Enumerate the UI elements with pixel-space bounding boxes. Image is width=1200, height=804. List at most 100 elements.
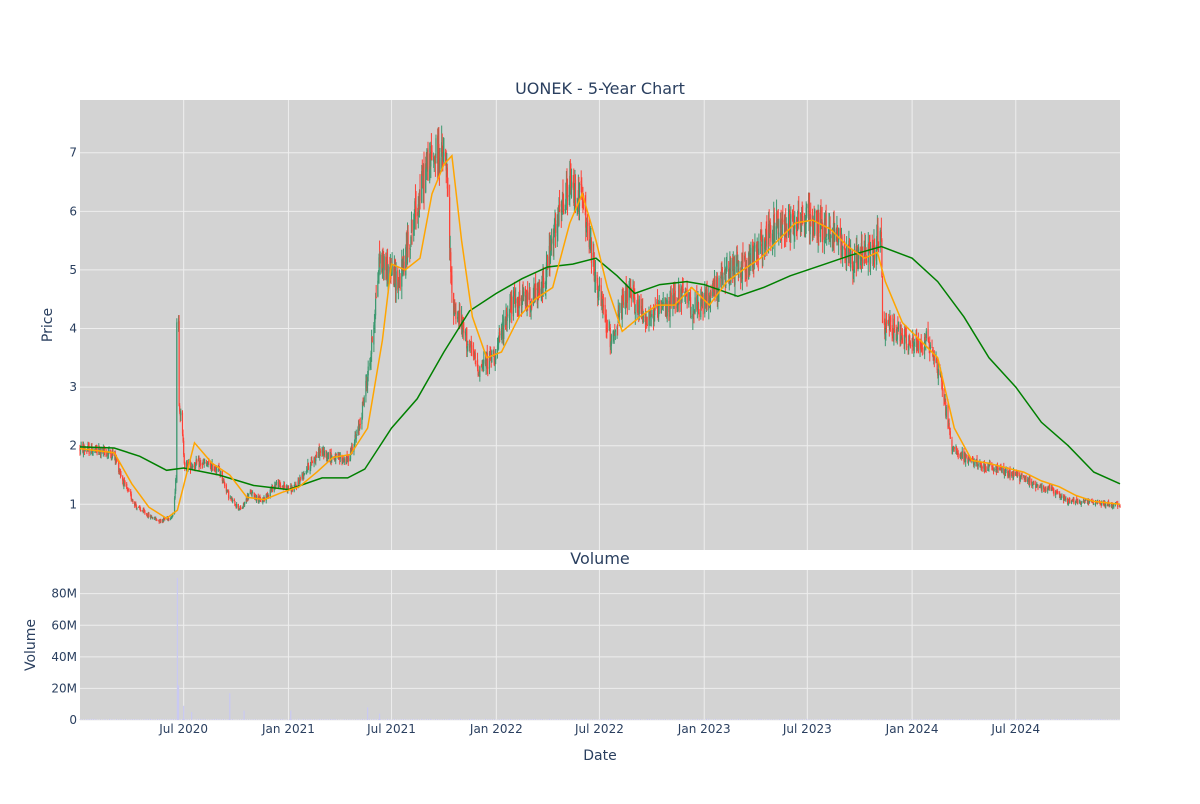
volume-bar	[576, 719, 577, 720]
candle-body	[898, 322, 899, 329]
volume-bar	[934, 719, 935, 720]
volume-bar	[150, 719, 151, 720]
volume-bar	[959, 719, 960, 720]
candle-body	[685, 288, 686, 289]
volume-bar	[130, 719, 131, 720]
volume-bar	[455, 719, 456, 720]
volume-bar	[89, 719, 90, 720]
candle-body	[447, 185, 448, 196]
candle-body	[439, 158, 440, 170]
candle-body	[356, 434, 357, 439]
price-tick-label: 4	[69, 322, 77, 336]
candle-body	[1073, 498, 1074, 503]
volume-bar	[973, 719, 974, 720]
volume-bar	[387, 719, 388, 720]
x-tick-label: Jan 2021	[261, 722, 315, 736]
candle-body	[1013, 472, 1014, 475]
volume-bar	[658, 719, 659, 720]
volume-bar	[1034, 719, 1035, 720]
volume-bar	[626, 719, 627, 720]
candle-body	[470, 345, 471, 346]
candle-body	[507, 318, 508, 321]
volume-bar	[592, 719, 593, 720]
candle-body	[164, 519, 165, 520]
volume-bar	[902, 719, 903, 720]
volume-bar	[1007, 719, 1008, 720]
candle-body	[483, 360, 484, 364]
candle-body	[902, 338, 903, 343]
volume-bar	[175, 719, 176, 720]
candle-body	[886, 321, 887, 326]
volume-bar	[508, 719, 509, 720]
volume-bar	[1043, 719, 1044, 720]
volume-bar	[654, 719, 655, 720]
candle-body	[499, 331, 500, 335]
volume-bar	[355, 719, 356, 720]
candle-body	[179, 321, 180, 406]
volume-bar	[294, 719, 295, 720]
candle-body	[1039, 487, 1040, 488]
volume-bar	[471, 719, 472, 720]
volume-bar	[1025, 719, 1026, 720]
volume-bar	[986, 719, 987, 720]
candle-body	[695, 297, 696, 312]
volume-bar	[695, 719, 696, 720]
volume-bar	[289, 719, 290, 720]
price-axis-label: Price	[40, 308, 56, 342]
volume-bar	[961, 719, 962, 720]
volume-bar	[125, 719, 126, 720]
candle-body	[385, 257, 386, 270]
volume-bar	[82, 719, 83, 720]
volume-bar	[1086, 719, 1087, 720]
candle-body	[862, 260, 863, 265]
volume-spike-bar	[177, 578, 178, 720]
volume-bar	[932, 719, 933, 720]
candle-body	[1005, 470, 1006, 471]
volume-bar	[998, 719, 999, 720]
volume-bar	[442, 719, 443, 720]
volume-bar	[995, 719, 996, 720]
candle-body	[619, 313, 620, 317]
volume-bar	[758, 719, 759, 720]
candle-body	[160, 520, 161, 522]
volume-spike-bar	[191, 712, 192, 720]
candle-body	[994, 468, 995, 471]
volume-bar	[1050, 719, 1051, 720]
volume-bar	[253, 719, 254, 720]
volume-bar	[788, 719, 789, 720]
volume-bar	[171, 719, 172, 720]
volume-bar	[1059, 719, 1060, 720]
candle-body	[523, 292, 524, 297]
candle-body	[244, 503, 245, 506]
volume-bar	[291, 719, 292, 720]
volume-bar	[521, 719, 522, 720]
candle-body	[410, 249, 411, 250]
volume-bar	[164, 719, 165, 720]
volume-bar	[330, 719, 331, 720]
volume-bar	[515, 719, 516, 720]
volume-bar	[380, 719, 381, 720]
volume-bar	[790, 719, 791, 720]
candle-body	[647, 325, 648, 326]
candle-body	[455, 311, 456, 319]
volume-bar	[1048, 719, 1049, 720]
volume-bar	[891, 719, 892, 720]
candle-body	[627, 287, 628, 303]
volume-bar	[105, 719, 106, 720]
candle-body	[1081, 504, 1082, 505]
volume-bar	[501, 719, 502, 720]
candle-body	[611, 335, 612, 345]
candle-body	[1021, 474, 1022, 476]
candle-body	[183, 441, 184, 455]
volume-bar	[945, 719, 946, 720]
volume-bar	[1064, 719, 1065, 720]
volume-bar	[952, 719, 953, 720]
volume-bar	[280, 719, 281, 720]
volume-bar	[635, 719, 636, 720]
candle-body	[535, 284, 536, 290]
volume-bar	[838, 719, 839, 720]
volume-bar	[499, 719, 500, 720]
volume-bar	[446, 719, 447, 720]
volume-plot-area	[80, 570, 1120, 720]
volume-bar	[811, 719, 812, 720]
